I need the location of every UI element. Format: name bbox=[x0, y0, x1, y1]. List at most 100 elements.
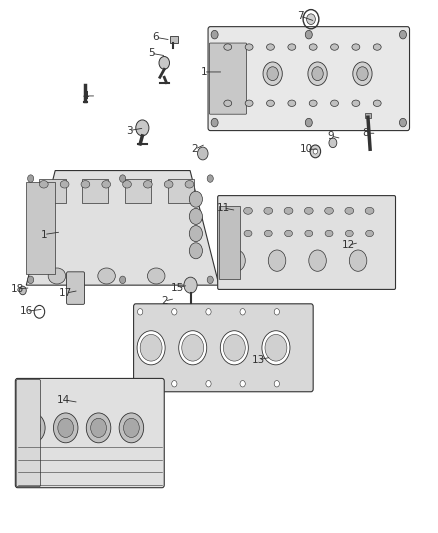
Circle shape bbox=[206, 309, 211, 315]
Circle shape bbox=[312, 67, 323, 80]
Ellipse shape bbox=[288, 100, 296, 107]
Circle shape bbox=[211, 30, 218, 39]
Circle shape bbox=[136, 120, 149, 136]
Ellipse shape bbox=[325, 230, 333, 237]
Text: 2: 2 bbox=[191, 144, 198, 154]
Bar bbox=[167, 179, 194, 203]
Ellipse shape bbox=[224, 44, 232, 50]
Circle shape bbox=[172, 381, 177, 387]
Circle shape bbox=[329, 138, 337, 148]
Ellipse shape bbox=[365, 207, 374, 214]
FancyBboxPatch shape bbox=[16, 379, 40, 487]
Text: 16: 16 bbox=[20, 306, 33, 316]
Circle shape bbox=[218, 62, 237, 85]
Ellipse shape bbox=[373, 100, 381, 107]
Circle shape bbox=[198, 147, 208, 160]
Ellipse shape bbox=[185, 181, 194, 188]
FancyBboxPatch shape bbox=[209, 43, 247, 114]
Circle shape bbox=[265, 335, 287, 361]
Ellipse shape bbox=[81, 181, 90, 188]
Ellipse shape bbox=[224, 230, 232, 237]
Circle shape bbox=[179, 330, 207, 365]
Ellipse shape bbox=[223, 207, 232, 214]
Circle shape bbox=[268, 250, 286, 271]
Ellipse shape bbox=[144, 181, 152, 188]
Bar bbox=[365, 113, 371, 118]
Circle shape bbox=[25, 418, 41, 438]
Ellipse shape bbox=[164, 181, 173, 188]
Circle shape bbox=[262, 330, 290, 365]
Circle shape bbox=[399, 30, 406, 39]
Circle shape bbox=[138, 381, 143, 387]
Circle shape bbox=[86, 413, 111, 443]
Circle shape bbox=[137, 330, 165, 365]
FancyBboxPatch shape bbox=[67, 272, 85, 304]
Text: 10: 10 bbox=[300, 144, 313, 154]
Circle shape bbox=[182, 335, 204, 361]
Bar bbox=[125, 179, 151, 203]
Ellipse shape bbox=[305, 230, 313, 237]
Circle shape bbox=[223, 335, 245, 361]
Ellipse shape bbox=[345, 230, 353, 237]
Bar bbox=[219, 206, 240, 279]
Ellipse shape bbox=[331, 100, 339, 107]
Ellipse shape bbox=[266, 44, 274, 50]
Ellipse shape bbox=[244, 207, 252, 214]
Circle shape bbox=[19, 286, 26, 295]
Circle shape bbox=[310, 145, 321, 158]
Circle shape bbox=[91, 418, 106, 438]
Text: 11: 11 bbox=[217, 203, 230, 213]
Circle shape bbox=[207, 175, 213, 182]
Text: 4: 4 bbox=[82, 91, 89, 101]
Ellipse shape bbox=[245, 44, 253, 50]
Text: 5: 5 bbox=[148, 49, 155, 58]
Circle shape bbox=[28, 175, 34, 182]
Ellipse shape bbox=[309, 100, 317, 107]
Ellipse shape bbox=[60, 181, 69, 188]
Circle shape bbox=[267, 67, 279, 80]
Circle shape bbox=[357, 67, 368, 80]
Text: 15: 15 bbox=[171, 283, 184, 293]
Text: 9: 9 bbox=[327, 131, 334, 141]
Text: 17: 17 bbox=[59, 288, 72, 298]
Circle shape bbox=[220, 330, 248, 365]
Circle shape bbox=[353, 62, 372, 85]
Text: 7: 7 bbox=[297, 11, 304, 21]
Ellipse shape bbox=[224, 100, 232, 107]
Text: 8: 8 bbox=[362, 128, 369, 138]
Circle shape bbox=[305, 118, 312, 127]
Circle shape bbox=[21, 413, 45, 443]
Circle shape bbox=[309, 250, 326, 271]
Ellipse shape bbox=[284, 207, 293, 214]
Text: 2: 2 bbox=[161, 296, 168, 306]
Circle shape bbox=[189, 191, 202, 207]
Circle shape bbox=[53, 413, 78, 443]
Circle shape bbox=[189, 225, 202, 241]
Circle shape bbox=[274, 309, 279, 315]
Circle shape bbox=[120, 276, 126, 284]
Circle shape bbox=[124, 418, 139, 438]
Ellipse shape bbox=[102, 181, 111, 188]
Ellipse shape bbox=[309, 44, 317, 50]
Circle shape bbox=[159, 56, 170, 69]
Ellipse shape bbox=[148, 268, 165, 284]
Circle shape bbox=[263, 62, 283, 85]
Ellipse shape bbox=[285, 230, 293, 237]
Circle shape bbox=[189, 208, 202, 224]
Circle shape bbox=[120, 175, 126, 182]
FancyBboxPatch shape bbox=[208, 27, 410, 131]
Bar bbox=[170, 36, 178, 43]
Ellipse shape bbox=[373, 44, 381, 50]
Circle shape bbox=[211, 118, 218, 127]
Circle shape bbox=[240, 309, 245, 315]
Circle shape bbox=[172, 309, 177, 315]
Circle shape bbox=[206, 381, 211, 387]
Circle shape bbox=[228, 250, 245, 271]
Circle shape bbox=[305, 30, 312, 39]
Bar bbox=[26, 182, 55, 274]
Text: 6: 6 bbox=[152, 33, 159, 42]
Ellipse shape bbox=[39, 181, 48, 188]
Text: 1: 1 bbox=[40, 230, 47, 239]
Ellipse shape bbox=[352, 44, 360, 50]
Circle shape bbox=[399, 118, 406, 127]
